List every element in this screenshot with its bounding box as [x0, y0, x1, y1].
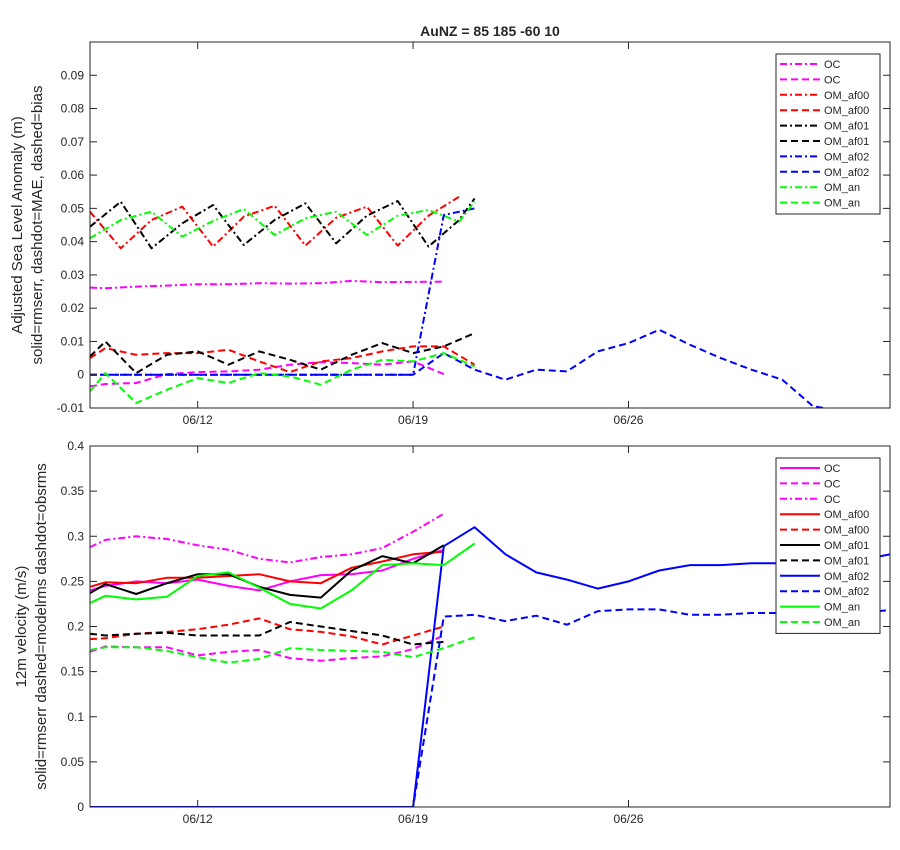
- x-tick-label: 06/12: [183, 812, 213, 826]
- plot-area: [90, 446, 890, 807]
- x-tick-label: 06/26: [613, 413, 643, 427]
- legend-label: OM_an: [824, 617, 860, 629]
- y-tick-label: 0.3: [67, 529, 84, 543]
- figure-title: AuNZ = 85 185 -60 10: [420, 23, 560, 39]
- series-line-oc-dashdot: [90, 279, 444, 290]
- series-line-om-af02-dashed: [90, 328, 830, 408]
- legend-label: OM_af01: [824, 555, 869, 567]
- series-line-om-af01-dashed: [90, 621, 444, 646]
- top-axes: -0.01 0 0.01 0.02 0.03 0.04 0.05 0.06 0.07 0.08 0.…: [9, 41, 891, 427]
- plot-area: [90, 42, 890, 408]
- legend-label: OM_an: [824, 182, 860, 194]
- legend-label: OC: [824, 494, 841, 506]
- legend-label: OM_af00: [824, 525, 869, 537]
- series-line-om-af00-solid: [90, 550, 444, 588]
- y-axis-label-line: 12m velocity (m/s): [13, 566, 30, 688]
- series-line-om-an-dashed: [90, 636, 475, 664]
- x-tick-label: 06/26: [613, 812, 643, 826]
- series-line-om-af00-dashed: [90, 345, 476, 374]
- series-line-om-af01-dashed: [90, 332, 475, 375]
- x-tick-label: 06/19: [398, 413, 428, 427]
- legend-label: OC: [824, 478, 841, 490]
- y-tick-label: 0.02: [61, 301, 85, 315]
- y-tick-label: 0.04: [61, 235, 85, 249]
- legend: OC OC OM_af00 OM_af00 OM_af01 OM_af01 OM_af02 O…: [775, 53, 881, 215]
- legend-label: OM_af02: [824, 571, 869, 583]
- legend-label: OM_af00: [824, 105, 869, 117]
- y-tick-label: 0.2: [67, 620, 84, 634]
- series-line-om-af01-dashdot: [90, 197, 476, 250]
- legend-label: OC: [824, 74, 841, 86]
- legend-label: OC: [824, 463, 841, 475]
- legend-label: OC: [824, 59, 841, 71]
- series-line-oc-dashed: [90, 360, 445, 388]
- y-tick-label: 0: [77, 368, 84, 382]
- y-tick-label: 0.1: [67, 710, 84, 724]
- legend-label: OM_af02: [824, 167, 869, 179]
- legend-label: OM_an: [824, 198, 860, 210]
- series-line-om-af00-dashdot: [90, 195, 460, 250]
- bottom-axes: 0 0.05 0.1 0.15 0.2 0.25 0.3 0.35 0.4 06/12 06/19 0…: [13, 439, 891, 826]
- y-tick-label: 0.09: [61, 68, 85, 82]
- y-tick-label: 0.08: [61, 102, 85, 116]
- y-tick-label: 0.07: [61, 135, 85, 149]
- legend-label: OM_af02: [824, 151, 869, 163]
- legend-box: [775, 53, 881, 215]
- series-line-om-an-solid: [90, 542, 476, 610]
- series-line-om-an-dashed: [90, 352, 475, 404]
- y-tick-label: 0.01: [61, 334, 85, 348]
- y-tick-label: -0.01: [57, 401, 85, 415]
- legend-label: OM_af01: [824, 136, 869, 148]
- y-axis-label-line: solid=rmserr dashed=modelrms dashdot=obs…: [33, 463, 50, 789]
- series-line-oc-solid: [90, 548, 445, 592]
- y-axis-label-line: Adjusted Sea Level Anomaly (m): [9, 116, 26, 334]
- y-axis-label-line: solid=rmserr, dashdot=MAE, dashed=bias: [29, 86, 46, 365]
- y-tick-label: 0.15: [61, 665, 85, 679]
- series-line-oc-dashdot: [90, 512, 445, 564]
- y-tick-label: 0.05: [61, 755, 85, 769]
- x-tick-label: 06/12: [183, 413, 213, 427]
- series-group: [90, 195, 830, 408]
- x-tick-label: 06/19: [398, 812, 428, 826]
- legend-label: OM_af01: [824, 540, 869, 552]
- y-tick-label: 0.4: [67, 439, 84, 453]
- y-tick-label: 0: [77, 800, 84, 814]
- y-tick-label: 0.06: [61, 168, 85, 182]
- legend: OC OC OC OM_af00 OM_af00 OM_af01 OM_af01 OM_af0…: [775, 457, 881, 634]
- y-tick-label: 0.03: [61, 268, 85, 282]
- y-tick-label: 0.05: [61, 201, 85, 215]
- axes-box: [89, 41, 891, 409]
- legend-label: OM_an: [824, 602, 860, 614]
- legend-label: OM_af01: [824, 121, 869, 133]
- legend-label: OM_af00: [824, 90, 869, 102]
- legend-label: OM_af00: [824, 509, 869, 521]
- legend-label: OM_af02: [824, 586, 869, 598]
- y-tick-label: 0.25: [61, 574, 85, 588]
- y-tick-label: 0.35: [61, 484, 85, 498]
